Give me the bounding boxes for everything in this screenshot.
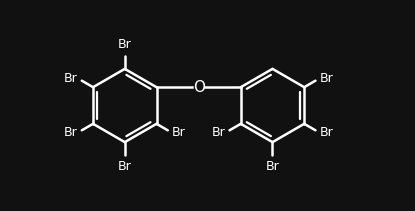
Text: Br: Br: [212, 126, 225, 139]
Text: Br: Br: [266, 160, 279, 173]
Text: Br: Br: [320, 72, 333, 85]
Text: Br: Br: [172, 126, 186, 139]
Text: Br: Br: [118, 38, 132, 51]
Text: Br: Br: [64, 72, 78, 85]
Text: Br: Br: [118, 160, 132, 173]
Text: Br: Br: [320, 126, 333, 139]
Text: Br: Br: [64, 126, 78, 139]
Text: O: O: [193, 80, 205, 95]
